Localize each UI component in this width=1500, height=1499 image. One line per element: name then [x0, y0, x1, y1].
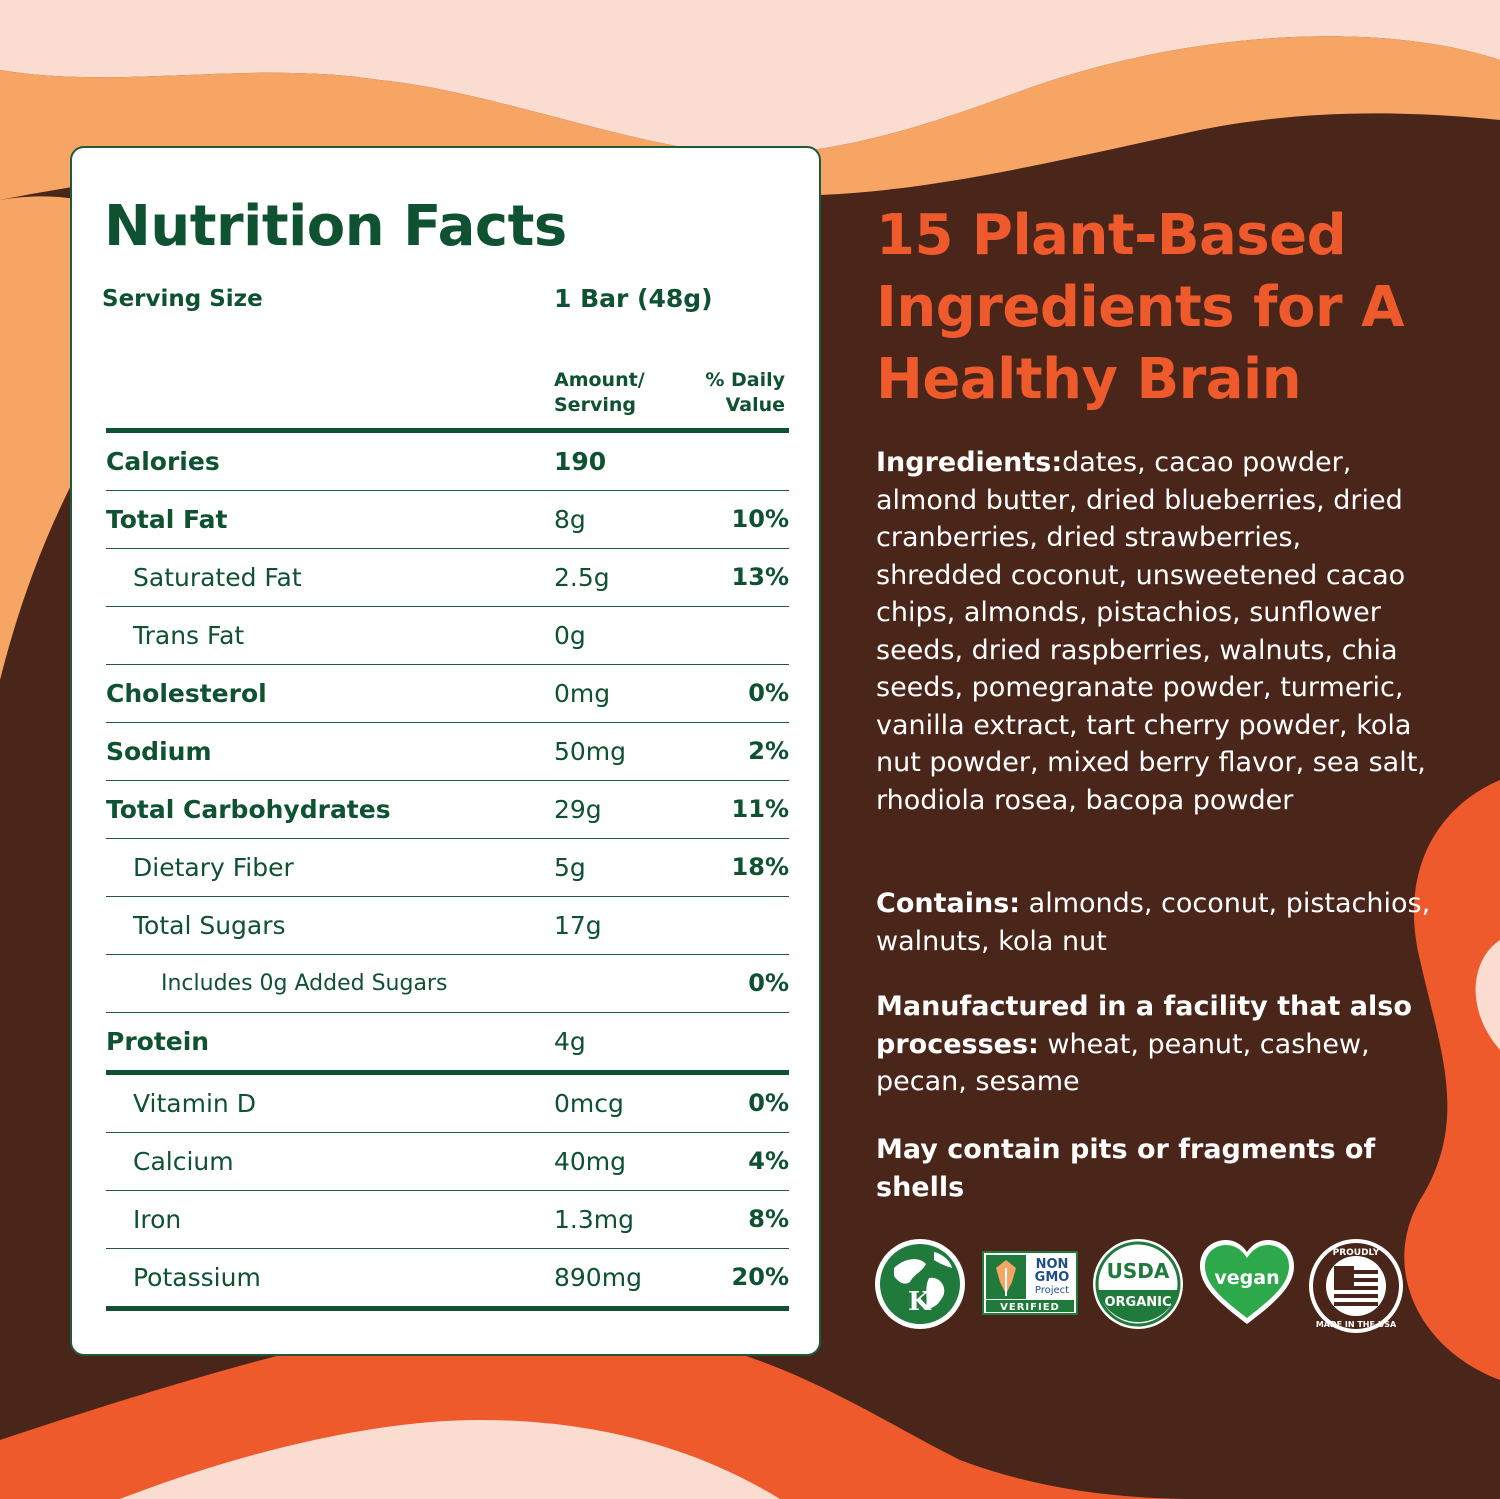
nutrient-daily-value: 10%: [731, 505, 789, 533]
daily-value-header: % Daily Value: [705, 369, 785, 416]
nutrient-daily-value: 0%: [748, 969, 789, 997]
nutrient-label: Calcium: [133, 1147, 234, 1176]
nutrient-row-vitamin-d: Vitamin D 0mcg 0%: [106, 1075, 789, 1133]
nutrient-amount: 0mg: [554, 679, 611, 708]
usa-top: PROUDLY: [1333, 1248, 1380, 1258]
nutrient-amount: 5g: [554, 853, 586, 882]
contains-paragraph: Contains: almonds, coconut, pistachios, …: [876, 885, 1436, 960]
nutrient-daily-value: 0%: [748, 1089, 789, 1117]
nutrient-row-iron: Iron 1.3mg 8%: [106, 1191, 789, 1249]
nutrient-label: Iron: [133, 1205, 182, 1234]
non-gmo-verified-icon: NON GMO Project VERIFIED: [982, 1251, 1078, 1315]
header-divider: [106, 428, 789, 433]
ingredients-headline: 15 Plant-Based Ingredients for A Healthy…: [876, 203, 1404, 412]
facility-label: Manufactured in a facility that also pro…: [876, 991, 1412, 1060]
nutrient-row-cholesterol: Cholesterol 0mg 0%: [106, 665, 789, 723]
nutrient-table: Calories 190 Total Fat 8g 10% Saturated …: [106, 433, 789, 1311]
nutrient-daily-value: 11%: [731, 795, 789, 823]
nutrient-amount: 1.3mg: [554, 1205, 634, 1234]
nutrient-amount: 4g: [554, 1027, 586, 1056]
contains-text: almonds, coconut, pistachios, walnuts, k…: [876, 888, 1431, 957]
nutrient-amount: 8g: [554, 505, 586, 534]
nutrient-daily-value: 8%: [748, 1205, 789, 1233]
facility-text: wheat, peanut, cashew, pecan, sesame: [876, 1028, 1370, 1098]
nutrient-label: Trans Fat: [133, 621, 245, 650]
nutrient-row-protein: Protein 4g: [106, 1013, 789, 1075]
kosher-letter: K: [908, 1287, 932, 1317]
vegan-text: vegan: [1214, 1267, 1279, 1289]
nutrient-label: Cholesterol: [106, 679, 267, 708]
nutrient-label: Includes 0g Added Sugars: [161, 971, 448, 996]
serving-size-label: Serving Size: [102, 286, 263, 312]
kosher-globe-icon: K: [875, 1239, 965, 1329]
vegan-heart-icon: vegan: [1200, 1240, 1294, 1324]
facility-paragraph: Manufactured in a facility that also pro…: [876, 988, 1436, 1101]
pits-warning: May contain pits or fragments of shells: [876, 1134, 1376, 1203]
nutrient-daily-value: 4%: [748, 1147, 789, 1175]
nutrient-label: Protein: [106, 1027, 210, 1056]
ingredients-label: Ingredients:: [876, 447, 1063, 478]
nutrient-daily-value: 13%: [731, 563, 789, 591]
nongmo-line1: NON: [1036, 1257, 1069, 1272]
nutrient-amount: 0g: [554, 621, 586, 650]
nongmo-line3: Project: [1035, 1285, 1069, 1296]
nutrient-row-added-sugars: Includes 0g Added Sugars 0%: [106, 955, 789, 1013]
nutrient-row-sodium: Sodium 50mg 2%: [106, 723, 789, 781]
ingredients-text: dates, cacao powder, almond butter, drie…: [876, 447, 1426, 816]
nutrient-row-trans-fat: Trans Fat 0g: [106, 607, 789, 665]
nutrient-row-total-fat: Total Fat 8g 10%: [106, 491, 789, 549]
nutrient-amount: 190: [554, 447, 607, 476]
nutrient-amount: 29g: [554, 795, 602, 824]
nutrient-daily-value: 18%: [731, 853, 789, 881]
nutrient-label: Potassium: [133, 1263, 261, 1292]
usa-bottom: MADE IN THE USA: [1316, 1320, 1397, 1329]
usa-flag-icon: [1334, 1266, 1378, 1306]
nutrient-amount: 0mcg: [554, 1089, 624, 1118]
nutrient-label: Sodium: [106, 737, 212, 766]
usda-bottom: ORGANIC: [1104, 1295, 1171, 1310]
serving-size-value: 1 Bar (48g): [554, 284, 713, 313]
nutrient-daily-value: 0%: [748, 679, 789, 707]
nutrition-facts-title: Nutrition Facts: [104, 194, 567, 259]
nutrient-label: Total Sugars: [133, 911, 286, 940]
nutrient-label: Calories: [106, 447, 220, 476]
contains-label: Contains:: [876, 888, 1021, 919]
nutrient-label: Total Fat: [106, 505, 228, 534]
nutrient-amount: 890mg: [554, 1263, 642, 1292]
nutrient-row-calcium: Calcium 40mg 4%: [106, 1133, 789, 1191]
nutrient-row-calories: Calories 190: [106, 433, 789, 491]
nutrient-label: Saturated Fat: [133, 563, 302, 592]
nutrient-daily-value: 2%: [748, 737, 789, 765]
nutrient-daily-value: 20%: [731, 1263, 789, 1291]
nutrient-row-total-carbohydrates: Total Carbohydrates 29g 11%: [106, 781, 789, 839]
nongmo-line4: VERIFIED: [1000, 1302, 1060, 1313]
nutrient-label: Vitamin D: [133, 1089, 256, 1118]
nutrient-amount: 50mg: [554, 737, 627, 766]
amount-per-serving-header: Amount/ Serving: [554, 369, 645, 416]
nutrition-facts-card: Nutrition Facts Serving Size 1 Bar (48g)…: [70, 146, 821, 1356]
nutrient-row-potassium: Potassium 890mg 20%: [106, 1249, 789, 1311]
nutrient-amount: 17g: [554, 911, 602, 940]
nutrient-amount: 2.5g: [554, 563, 610, 592]
nutrient-label: Dietary Fiber: [133, 853, 294, 882]
made-in-usa-icon: PROUDLY MADE IN THE USA: [1309, 1239, 1403, 1333]
ingredients-paragraph: Ingredients:dates, cacao powder, almond …: [876, 444, 1436, 819]
nongmo-line2: GMO: [1035, 1270, 1070, 1285]
pits-warning-paragraph: May contain pits or fragments of shells: [876, 1131, 1436, 1206]
nutrient-label: Total Carbohydrates: [106, 795, 391, 824]
usda-top: USDA: [1107, 1259, 1170, 1283]
nutrient-amount: 40mg: [554, 1147, 627, 1176]
nutrient-row-total-sugars: Total Sugars 17g: [106, 897, 789, 955]
certification-badges: K NON GMO Project VERIFIED USDA ORGANIC …: [874, 1238, 1414, 1334]
nutrient-row-saturated-fat: Saturated Fat 2.5g 13%: [106, 549, 789, 607]
nutrient-row-dietary-fiber: Dietary Fiber 5g 18%: [106, 839, 789, 897]
usda-organic-icon: USDA ORGANIC: [1093, 1239, 1183, 1329]
